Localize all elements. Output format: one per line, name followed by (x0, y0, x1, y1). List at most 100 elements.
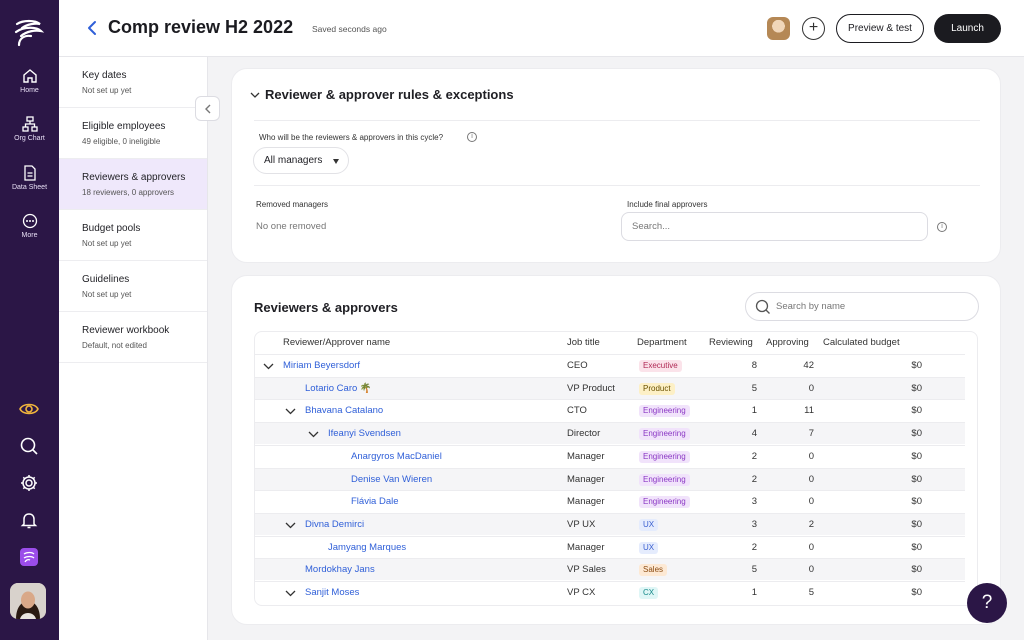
table-row[interactable]: Lotario Caro 🌴 VP Product Product 5 0 $0 (255, 376, 965, 399)
reviewer-name[interactable]: Mordokhay Jans (305, 564, 375, 576)
column-header-department[interactable]: Department (637, 337, 687, 348)
reviewer-name[interactable]: Bhavana Catalano (305, 405, 384, 417)
calculated-budget: $0 (911, 518, 922, 530)
reviewer-name[interactable]: Divna Demirci (305, 518, 365, 530)
app-logo-icon[interactable] (13, 18, 45, 48)
table-row[interactable]: Sanjit Moses VP CX CX 1 5 $0 (255, 581, 965, 603)
app-icon[interactable] (18, 546, 40, 568)
column-header-name[interactable]: Reviewer/Approver name (283, 337, 391, 348)
column-header-job-title[interactable]: Job title (567, 337, 600, 348)
reviewer-name[interactable]: Miriam Beyersdorf (283, 360, 361, 371)
reviewer-source-select[interactable]: All managers (253, 147, 349, 174)
user-photo-icon (10, 583, 46, 619)
nav-item-status: 18 reviewers, 0 approvers (82, 188, 175, 197)
calculated-budget: $0 (911, 473, 922, 485)
nav-item-title: Reviewers & approvers (82, 172, 186, 183)
column-header-reviewing[interactable]: Reviewing (709, 337, 753, 348)
eye-icon[interactable] (18, 398, 40, 420)
reviewer-name[interactable]: Ifeanyi Svendsen (328, 428, 401, 440)
nav-item-title: Eligible employees (82, 121, 166, 132)
table-row[interactable]: Denise Van Wieren Manager Engineering 2 0 $0 (255, 467, 965, 490)
table-row[interactable]: Miriam Beyersdorf CEO Executive 8 42 $0 (255, 354, 965, 376)
reviewing-count: 8 (751, 360, 757, 371)
app-rail: Home Org Chart Data Sheet More (0, 0, 59, 640)
calculated-budget: $0 (911, 382, 922, 394)
reviewing-count: 5 (751, 564, 757, 576)
user-avatar[interactable] (10, 583, 46, 619)
preview-test-button[interactable]: Preview & test (836, 14, 924, 43)
final-approvers-label: Include final approvers (627, 200, 708, 209)
rail-item-home[interactable]: Home (0, 68, 59, 94)
table-row[interactable]: Flávia Dale Manager Engineering 3 0 $0 (255, 490, 965, 512)
reviewing-count: 2 (751, 541, 757, 553)
department-badge: CX (639, 587, 659, 599)
approving-count: 0 (808, 473, 814, 485)
launch-button[interactable]: Launch (934, 14, 1001, 43)
chevron-down-icon[interactable] (285, 522, 296, 529)
job-title: CEO (567, 360, 588, 371)
reviewing-count: 1 (751, 587, 757, 598)
chevron-down-icon[interactable] (263, 363, 274, 370)
search-icon (755, 299, 770, 314)
reviewer-name[interactable]: Lotario Caro 🌴 (305, 382, 372, 394)
help-button[interactable]: ? (967, 583, 1007, 623)
search-icon[interactable] (18, 435, 40, 457)
back-arrow-icon[interactable] (85, 20, 99, 36)
chevron-down-icon[interactable] (285, 590, 296, 597)
column-header-approving[interactable]: Approving (766, 337, 809, 348)
table-row[interactable]: Jamyang Marques Manager UX 2 0 $0 (255, 535, 965, 558)
table-row[interactable]: Mordokhay Jans VP Sales Sales 5 0 $0 (255, 558, 965, 581)
rail-item-org-chart[interactable]: Org Chart (0, 116, 59, 142)
job-title: Director (567, 428, 601, 440)
reviewer-name[interactable]: Denise Van Wieren (351, 473, 433, 485)
chevron-down-icon[interactable] (250, 91, 260, 99)
reviewer-name[interactable]: Anargyros MacDaniel (351, 450, 442, 462)
rail-item-data-sheet[interactable]: Data Sheet (0, 165, 59, 191)
rail-item-more[interactable]: More (0, 213, 59, 239)
bell-icon[interactable] (18, 509, 40, 531)
table-row[interactable]: Divna Demirci VP UX UX 3 2 $0 (255, 512, 965, 535)
search-by-name[interactable] (745, 292, 979, 321)
nav-item-reviewers-approvers[interactable]: Reviewers & approvers 18 reviewers, 0 ap… (59, 159, 207, 210)
removed-managers-label: Removed managers (256, 200, 329, 209)
nav-item-guidelines[interactable]: Guidelines Not set up yet (59, 261, 207, 312)
nav-item-key-dates[interactable]: Key dates Not set up yet (59, 57, 207, 108)
approving-count: 11 (804, 405, 814, 417)
approving-count: 42 (803, 360, 814, 371)
approving-count: 0 (808, 382, 814, 394)
table-row[interactable]: Anargyros MacDaniel Manager Engineering 2 0 $… (255, 444, 965, 467)
chevron-down-icon[interactable] (308, 431, 319, 438)
info-icon[interactable]: i (937, 222, 947, 232)
chevron-down-icon[interactable] (285, 408, 296, 415)
divider (254, 185, 980, 186)
department-badge: UX (639, 518, 659, 531)
collaborator-avatar[interactable] (767, 17, 790, 40)
reviewer-name[interactable]: Sanjit Moses (305, 587, 360, 598)
gear-icon[interactable] (18, 472, 40, 494)
add-collaborator-button[interactable]: + (802, 17, 825, 40)
info-icon[interactable]: i (467, 132, 477, 142)
nav-item-status: 49 eligible, 0 ineligible (82, 137, 161, 146)
column-header-budget[interactable]: Calculated budget (823, 337, 900, 348)
reviewing-count: 3 (751, 518, 757, 530)
approving-count: 0 (808, 541, 814, 553)
nav-item-eligible-employees[interactable]: Eligible employees 49 eligible, 0 inelig… (59, 108, 207, 159)
department-badge: Engineering (639, 450, 690, 463)
setup-steps-nav: Key dates Not set up yet Eligible employ… (59, 57, 208, 640)
reviewer-name[interactable]: Jamyang Marques (328, 541, 407, 553)
nav-item-title: Key dates (82, 70, 127, 81)
rules-exceptions-card: Reviewer & approver rules & exceptions W… (231, 68, 1001, 263)
rail-item-label: More (21, 232, 38, 239)
nav-item-reviewer-workbook[interactable]: Reviewer workbook Default, not edited (59, 312, 207, 363)
nav-item-budget-pools[interactable]: Budget pools Not set up yet (59, 210, 207, 261)
approving-count: 0 (808, 496, 814, 508)
collapse-nav-button[interactable] (195, 96, 220, 121)
search-input[interactable] (776, 293, 974, 320)
reviewer-name[interactable]: Flávia Dale (351, 496, 399, 508)
reviewers-section-title: Reviewers & approvers (254, 300, 398, 315)
table-row[interactable]: Ifeanyi Svendsen Director Engineering 4 7 $0 (255, 422, 965, 445)
table-row[interactable]: Bhavana Catalano CTO Engineering 1 11 $0 (255, 399, 965, 421)
caret-down-icon (333, 159, 339, 164)
calculated-budget: $0 (911, 541, 922, 553)
final-approvers-search-input[interactable] (621, 212, 928, 241)
